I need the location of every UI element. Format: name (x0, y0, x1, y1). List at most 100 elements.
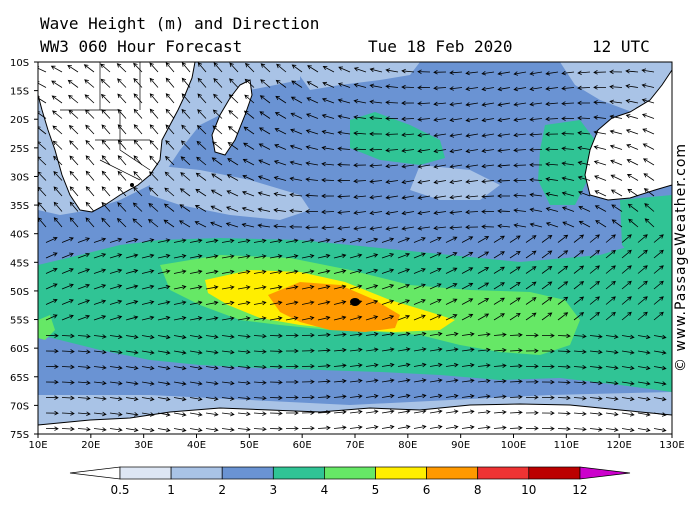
direction-arrow (628, 218, 639, 228)
direction-arrow (433, 210, 447, 215)
direction-arrow (621, 234, 632, 243)
direction-arrow (644, 218, 655, 228)
lon-label: 50E (240, 440, 259, 451)
direction-arrow (369, 115, 383, 121)
direction-arrow (637, 234, 648, 243)
legend-label: 10 (521, 483, 536, 497)
direction-arrow (221, 349, 235, 355)
legend-swatch (477, 466, 530, 480)
direction-arrow (557, 349, 571, 354)
direction-arrow (205, 350, 219, 355)
direction-arrow (417, 117, 431, 122)
direction-arrow (289, 176, 303, 182)
direction-arrow (45, 298, 58, 305)
direction-arrow (165, 140, 175, 150)
direction-arrow (45, 314, 58, 321)
direction-arrow (562, 221, 575, 228)
direction-arrow (461, 394, 475, 399)
direction-arrow (253, 300, 267, 306)
direction-arrow (541, 395, 555, 400)
direction-arrow (433, 195, 447, 200)
direction-arrow (561, 131, 575, 136)
direction-arrow (205, 334, 219, 340)
direction-arrow (589, 234, 600, 243)
direction-arrow (369, 83, 383, 89)
direction-arrow (481, 194, 495, 199)
direction-arrow (333, 269, 347, 274)
direction-arrow (189, 427, 203, 433)
direction-arrow (509, 363, 523, 369)
direction-arrow (525, 379, 539, 385)
direction-arrow (545, 116, 559, 122)
direction-arrow (545, 146, 559, 152)
legend-swatch (170, 466, 223, 480)
direction-arrow (181, 108, 191, 119)
direction-arrow (227, 125, 239, 135)
direction-arrow (101, 124, 111, 135)
direction-arrow (229, 78, 239, 88)
direction-arrow (509, 379, 523, 384)
direction-arrow (385, 179, 399, 184)
direction-arrow (525, 281, 537, 290)
direction-arrow (93, 365, 107, 370)
direction-arrow (117, 139, 127, 150)
direction-arrow (413, 424, 427, 430)
direction-arrow (401, 195, 415, 200)
direction-arrow (117, 124, 127, 135)
direction-arrow (557, 234, 569, 243)
direction-arrow (77, 252, 91, 259)
direction-arrow (257, 223, 271, 228)
direction-arrow (493, 332, 507, 337)
direction-arrow (317, 425, 331, 431)
direction-arrow (61, 426, 75, 432)
lon-label: 120E (606, 440, 631, 451)
direction-arrow (125, 315, 139, 321)
lat-label: 20S (10, 115, 29, 126)
direction-arrow (497, 208, 511, 214)
color-legend: 0.5 1 2 3 4 5 6 8 10 12 (69, 466, 631, 497)
direction-arrow (285, 410, 299, 416)
direction-arrow (189, 334, 203, 340)
direction-arrow (67, 79, 79, 88)
direction-arrow (621, 265, 632, 274)
direction-arrow (212, 109, 223, 119)
lat-label: 50S (10, 287, 29, 298)
direction-arrow (417, 69, 431, 74)
direction-arrow (163, 219, 175, 228)
direction-arrow (513, 223, 527, 228)
direction-arrow (653, 265, 664, 274)
direction-arrow (109, 396, 123, 401)
direction-arrow (69, 140, 79, 150)
direction-arrow (561, 206, 575, 212)
direction-arrow (322, 81, 335, 88)
direction-arrow (385, 68, 399, 73)
direction-arrow (244, 78, 255, 88)
direction-arrow (173, 365, 187, 371)
direction-arrow (397, 314, 411, 321)
direction-arrow (349, 332, 363, 337)
legend-swatch (119, 466, 172, 480)
direction-arrow (541, 281, 553, 290)
legend-label: 12 (572, 483, 587, 497)
direction-arrow (109, 268, 123, 274)
direction-arrow (541, 234, 553, 243)
direction-arrow (179, 188, 191, 197)
direction-arrow (194, 221, 207, 228)
wave-band-3m-e (620, 195, 672, 265)
direction-arrow (109, 237, 123, 243)
direction-arrow (525, 395, 539, 400)
direction-arrow (180, 140, 191, 150)
direction-arrow (205, 269, 219, 275)
direction-arrow (275, 79, 287, 88)
direction-arrow (333, 378, 347, 384)
direction-arrow (497, 86, 511, 92)
direction-arrow (365, 393, 379, 399)
direction-arrow (226, 190, 239, 197)
direction-arrow (133, 124, 143, 135)
forecast-date: Tue 18 Feb 2020 (368, 37, 513, 56)
direction-arrow (189, 285, 203, 290)
direction-arrow (93, 268, 107, 274)
direction-arrow (205, 238, 219, 244)
direction-arrow (148, 202, 159, 212)
direction-arrow (285, 426, 299, 431)
